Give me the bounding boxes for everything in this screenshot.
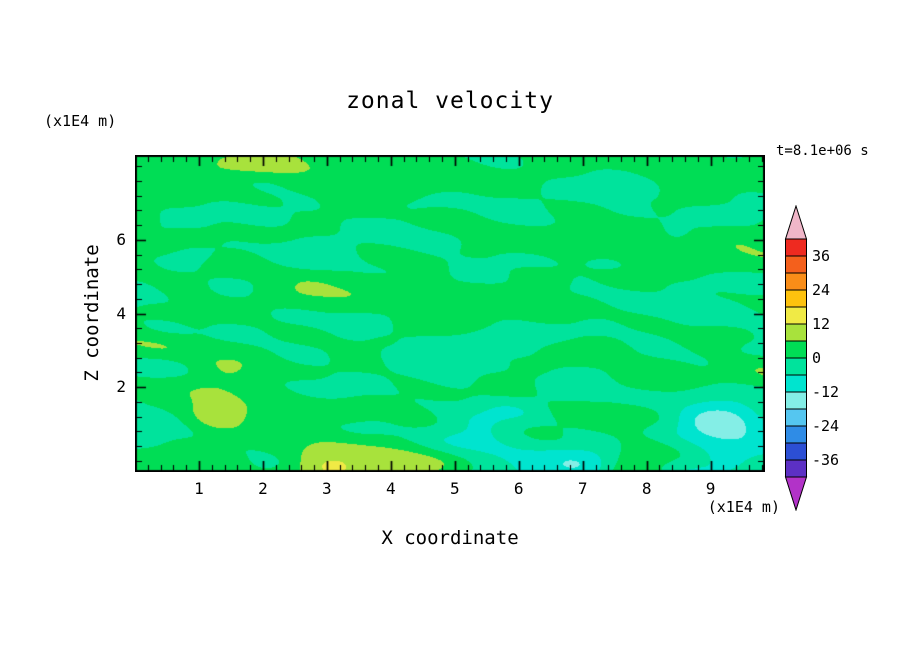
z-tick-label: 6	[116, 229, 126, 249]
x-axis-title: X coordinate	[381, 527, 519, 549]
colorbar-band	[785, 340, 807, 359]
plot-title: zonal velocity	[346, 88, 554, 114]
colorbar-band	[785, 425, 807, 444]
x-tick-label: 8	[641, 479, 652, 498]
colorbar-band	[785, 238, 807, 257]
x-tick-label: 9	[705, 479, 716, 498]
x-tick-label: 7	[577, 479, 588, 498]
x-tick-label: 4	[386, 479, 396, 498]
colorbar-band	[785, 289, 807, 308]
colorbar-label: 24	[812, 281, 831, 299]
z-tick-label: 4	[116, 303, 126, 323]
contour-plot-area	[135, 155, 765, 472]
colorbar-arrow-down	[784, 476, 808, 511]
x-axis-unit-label: (x1E4 m)	[707, 498, 780, 516]
colorbar-band	[785, 442, 807, 461]
z-axis-unit-label: (x1E4 m)	[44, 112, 117, 130]
time-annotation: t=8.1e+06 s	[776, 143, 869, 159]
x-tick-label: 3	[322, 479, 332, 498]
colorbar	[784, 205, 808, 511]
colorbar-band	[785, 408, 807, 427]
colorbar-band	[785, 459, 807, 478]
colorbar-band	[785, 323, 807, 342]
colorbar-label: -24	[812, 417, 840, 435]
x-tick-label: 2	[258, 479, 268, 498]
colorbar-band	[785, 374, 807, 393]
colorbar-label: 12	[812, 315, 831, 333]
colorbar-arrow-up	[784, 205, 808, 240]
colorbar-band	[785, 391, 807, 410]
x-tick-label: 5	[449, 479, 460, 498]
colorbar-label: -12	[812, 383, 840, 401]
colorbar-band	[785, 357, 807, 376]
colorbar-band	[785, 255, 807, 274]
x-tick-label: 6	[513, 479, 524, 498]
colorbar-label: 0	[812, 349, 822, 367]
z-tick-label: 2	[116, 377, 126, 397]
colorbar-label: -36	[812, 451, 840, 469]
colorbar-band	[785, 306, 807, 325]
colorbar-band	[785, 272, 807, 291]
colorbar-label: 36	[812, 247, 831, 265]
x-tick-label: 1	[194, 479, 204, 498]
